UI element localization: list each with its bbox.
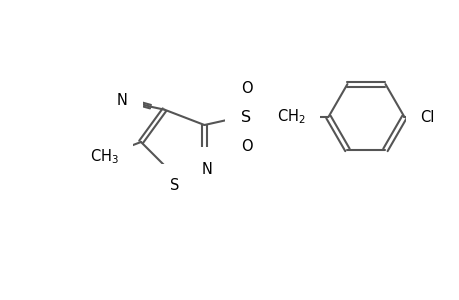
- Text: CH$_2$: CH$_2$: [276, 108, 305, 126]
- Text: O: O: [240, 139, 252, 154]
- Text: CH$_3$: CH$_3$: [90, 148, 118, 166]
- Text: Cl: Cl: [420, 110, 434, 124]
- Text: S: S: [241, 110, 251, 124]
- Text: N: N: [117, 93, 128, 108]
- Text: S: S: [170, 178, 179, 194]
- Text: O: O: [240, 80, 252, 95]
- Text: N: N: [202, 161, 213, 176]
